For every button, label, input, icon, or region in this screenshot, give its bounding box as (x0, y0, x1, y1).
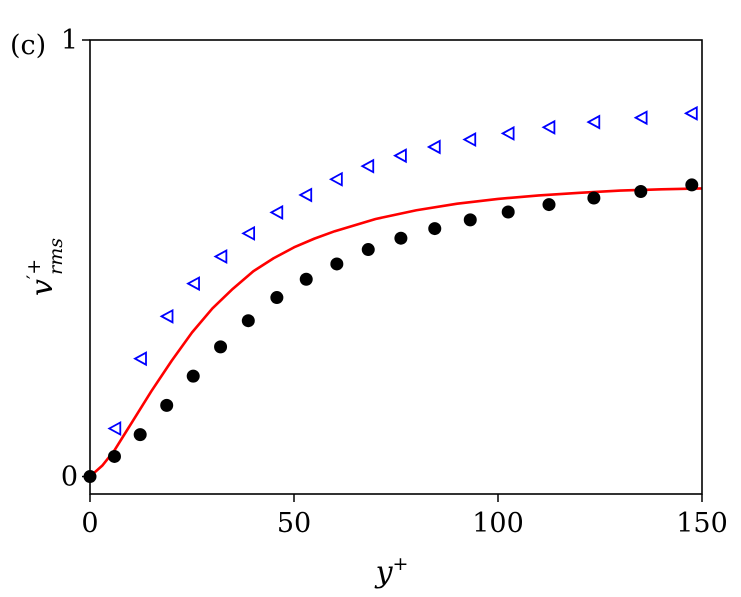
y-axis-label-sub: rms (45, 238, 67, 275)
series-2-point (586, 114, 601, 130)
series-2-point (241, 225, 256, 241)
series-1-point (501, 205, 515, 219)
x-axis-label-text: y (374, 555, 394, 590)
series-1-point (463, 213, 477, 227)
x-axis-label: y+ (374, 553, 409, 590)
series-1-point (214, 340, 228, 354)
y-tick-label: 0 (61, 462, 78, 493)
series-2-point (133, 351, 147, 367)
series-2-point (360, 158, 375, 174)
y-axis-label-sup: ′+ (23, 259, 45, 279)
series-layer (83, 105, 703, 484)
series-2-point (159, 308, 174, 324)
series-1-point (587, 191, 601, 205)
series-1-point (186, 369, 200, 383)
y-axis-label: v′+rms (23, 238, 67, 296)
x-tick-label: 150 (676, 508, 728, 539)
series-1-point (241, 314, 255, 328)
x-tick-label: 0 (81, 508, 98, 539)
y-axis-label-text: v (25, 279, 60, 296)
tick-layer: 0 50 100 150 0 1 (61, 25, 728, 539)
series-1-point (299, 272, 313, 286)
series-1-point (361, 243, 375, 257)
series-1-point (107, 449, 121, 463)
series-2-point (426, 139, 441, 155)
y-tick-label: 1 (61, 25, 78, 56)
series-2-point (393, 148, 407, 164)
series-2-point (213, 249, 228, 265)
series-2-point (633, 110, 648, 126)
series-1-point (394, 231, 408, 245)
series-1-point (428, 222, 442, 236)
series-0-line (89, 187, 703, 478)
series-1-point (133, 428, 147, 442)
series-1-point (634, 184, 648, 198)
series-2-point (541, 119, 556, 135)
series-2-point (298, 187, 313, 203)
series-2-point (269, 204, 284, 220)
x-axis-label-sup: + (393, 553, 409, 575)
series-1-point (542, 198, 556, 212)
series-2-point (328, 171, 343, 187)
series-2-point (462, 132, 477, 148)
series-2-point (683, 105, 698, 121)
series-2-point (107, 421, 122, 437)
x-tick-label: 100 (472, 508, 524, 539)
panel-label: (c) (10, 30, 46, 61)
series-1-point (270, 291, 284, 305)
plot-frame (89, 39, 703, 495)
series-2-point (500, 125, 515, 141)
x-tick-label: 50 (277, 508, 311, 539)
series-1-point (330, 257, 344, 271)
series-2-point (186, 276, 200, 292)
series-1-point (685, 178, 699, 192)
series-1-point (160, 398, 174, 412)
